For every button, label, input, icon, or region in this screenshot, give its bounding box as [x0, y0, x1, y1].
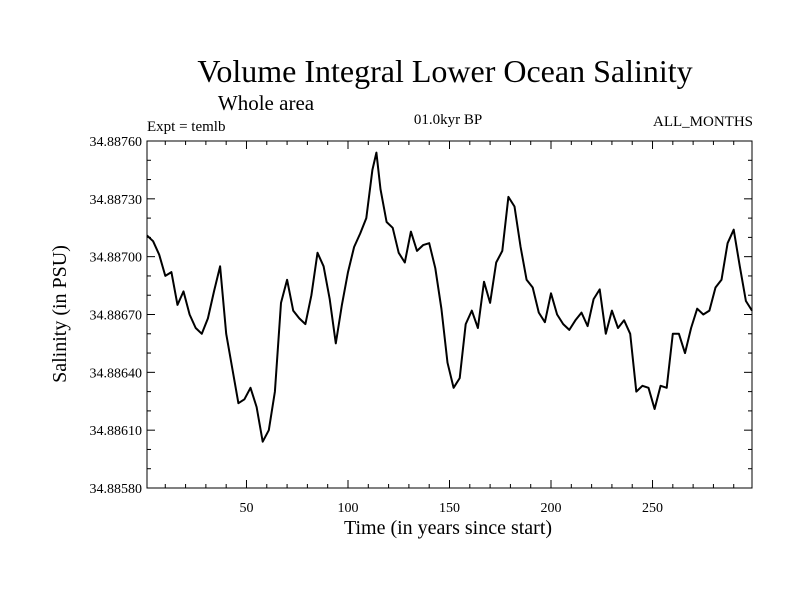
x-tick-label: 250 — [642, 501, 663, 516]
x-axis: 50 100 150 200 250 — [164, 141, 735, 516]
plot-frame — [146, 140, 753, 489]
series-layer — [146, 151, 753, 443]
x-tick-label: 100 — [337, 501, 358, 516]
y-axis-label: Salinity (in PSU) — [49, 245, 71, 383]
y-tick-label: 34.88730 — [90, 193, 143, 208]
y-tick-label: 34.88610 — [90, 424, 143, 439]
x-axis-label: Time (in years since start) — [344, 517, 552, 539]
period-label: 01.0kyr BP — [414, 112, 482, 128]
x-tick-label: 200 — [541, 501, 562, 516]
y-tick-label: 34.88640 — [90, 366, 143, 381]
y-tick-label: 34.88700 — [90, 251, 143, 266]
y-tick-label: 34.88670 — [90, 309, 143, 324]
y-tick-label: 34.88580 — [90, 482, 143, 497]
months-label: ALL_MONTHS — [653, 114, 753, 130]
experiment-label: Expt = temlb — [147, 119, 225, 135]
plot-area — [146, 140, 753, 489]
x-tick-label: 50 — [239, 501, 253, 516]
chart-title: Volume Integral Lower Ocean Salinity — [197, 53, 692, 89]
salinity-series-line — [146, 151, 753, 443]
y-tick-label: 34.88760 — [90, 135, 143, 150]
x-tick-label: 150 — [439, 501, 460, 516]
chart-subtitle: Whole area — [218, 91, 315, 115]
y-axis: 34.88580 34.88610 34.88640 34.88670 34.88700… — [90, 135, 752, 497]
